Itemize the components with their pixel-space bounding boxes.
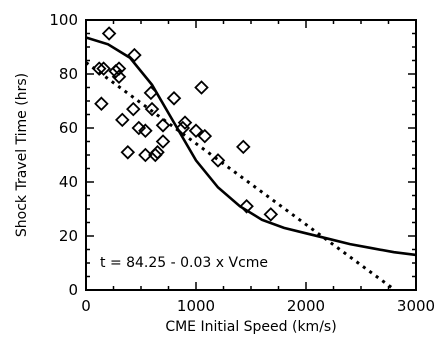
- data-point: [150, 145, 165, 160]
- y-tick-label: 80: [59, 65, 78, 83]
- x-tick-label: 1000: [177, 297, 215, 315]
- data-point: [143, 85, 159, 101]
- data-point: [236, 139, 251, 155]
- x-axis-title: CME Initial Speed (km/s): [165, 319, 336, 335]
- data-point: [120, 145, 136, 160]
- data-point: [155, 118, 171, 133]
- data-point: [126, 101, 141, 117]
- data-point: [166, 91, 182, 106]
- data-point: [144, 101, 160, 117]
- data-point: [101, 26, 117, 41]
- data-point: [108, 64, 123, 79]
- data-point: [155, 134, 171, 149]
- y-tick-label: 40: [59, 173, 78, 191]
- y-tick-label: 0: [68, 281, 78, 299]
- data-point: [94, 96, 109, 111]
- model-fit-curve: [85, 36, 417, 257]
- data-point: [210, 153, 226, 168]
- fit-equation-annotation: t = 84.25 - 0.03 x Vcme: [100, 255, 268, 271]
- y-tick-label: 60: [59, 119, 78, 137]
- data-point: [111, 69, 127, 84]
- data-point: [111, 61, 127, 76]
- data-point: [239, 199, 254, 214]
- data-point: [175, 120, 191, 136]
- y-tick-label: 20: [59, 227, 78, 245]
- data-point: [138, 147, 153, 163]
- y-tick-label: 100: [49, 11, 78, 29]
- data-point: [188, 123, 204, 138]
- axis-ticks: 0 1000 2000 3000 0 20 40 60 80 100: [49, 11, 435, 315]
- y-axis-title: Shock Travel Time (hrs): [14, 73, 30, 237]
- data-point: [177, 115, 193, 130]
- x-tick-label: 2000: [287, 297, 325, 315]
- data-point: [263, 207, 279, 222]
- data-point: [115, 112, 130, 128]
- x-tick-label: 3000: [397, 297, 435, 315]
- data-point: [131, 120, 147, 136]
- data-point: [197, 128, 213, 144]
- data-point: [91, 61, 107, 76]
- data-point: [194, 80, 209, 95]
- x-tick-label: 0: [81, 297, 91, 315]
- data-points: [91, 26, 279, 222]
- data-point: [138, 123, 153, 138]
- fit-lines: [85, 36, 417, 292]
- data-point: [96, 61, 111, 76]
- data-point: [127, 47, 142, 63]
